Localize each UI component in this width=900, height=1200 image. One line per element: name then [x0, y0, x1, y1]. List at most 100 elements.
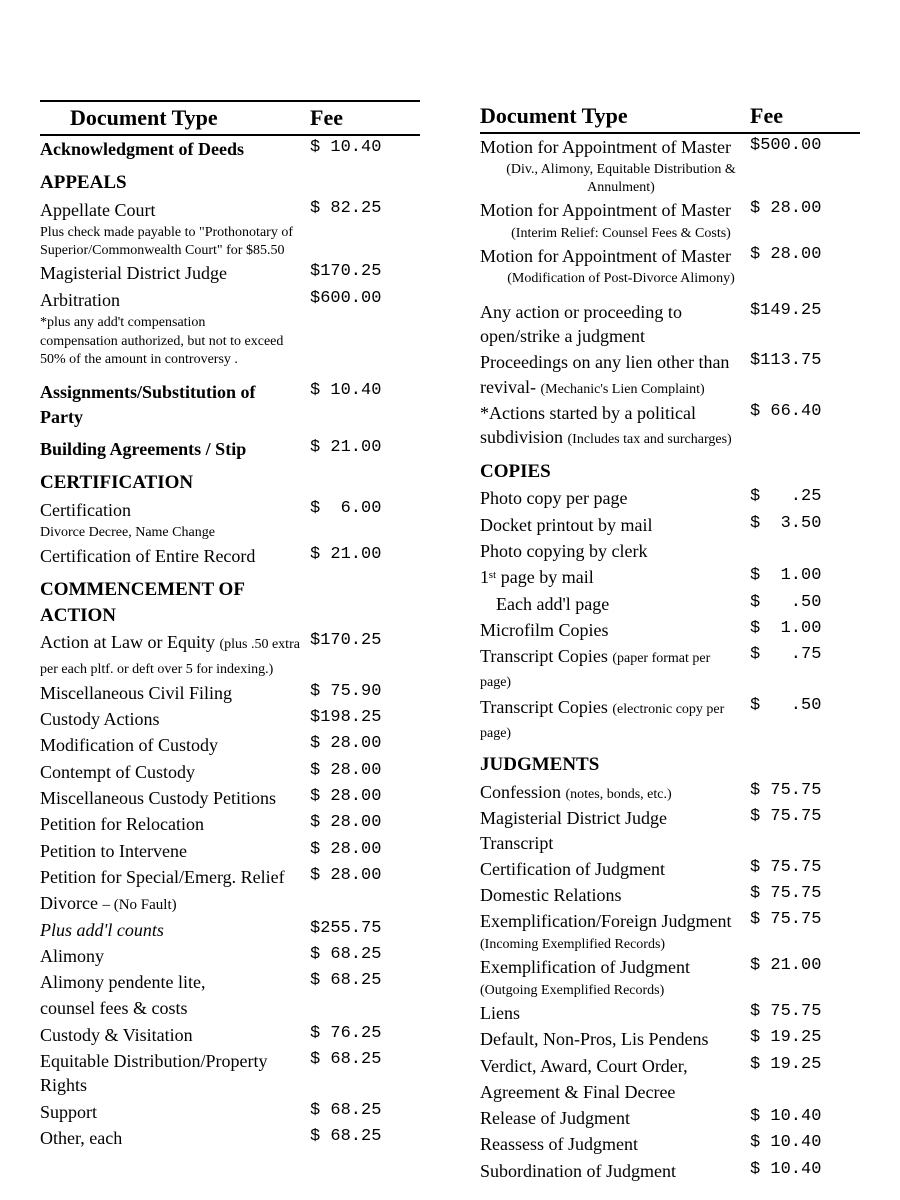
fee-row: Assignments/Substitution of Party$ 10.40: [40, 379, 420, 430]
row-fee: $ 68.25: [310, 944, 420, 967]
fee-row: Petition for Special/Emerg. Relief$ 28.0…: [40, 864, 420, 890]
fee-row: counsel fees & costs: [40, 995, 420, 1021]
fee-row: Subordination of Judgment$ 10.40: [480, 1158, 860, 1184]
row-fee: $255.75: [310, 918, 420, 941]
row-label: Default, Non-Pros, Lis Pendens: [480, 1027, 750, 1051]
row-fee: $ 75.75: [750, 1001, 860, 1024]
fee-row: (Modification of Post-Divorce Alimony): [480, 269, 860, 289]
fee-row: *Actions started by a political subdivis…: [480, 400, 860, 451]
fee-row: Release of Judgment$ 10.40: [480, 1105, 860, 1131]
row-label: Certification: [40, 498, 310, 522]
row-label: Plus add'l counts: [40, 918, 310, 942]
fee-row: COPIES: [480, 451, 860, 486]
fee-row: Custody Actions$198.25: [40, 706, 420, 732]
row-fee: $ 10.40: [750, 1159, 860, 1182]
row-fee: $ 75.75: [750, 883, 860, 906]
fee-row: Exemplification/Foreign Judgment$ 75.75: [480, 908, 860, 934]
row-fee: $ 75.90: [310, 681, 420, 704]
row-fee: $ 76.25: [310, 1023, 420, 1046]
row-label: Release of Judgment: [480, 1106, 750, 1130]
fee-row: Domestic Relations$ 75.75: [480, 882, 860, 908]
row-label: Exemplification/Foreign Judgment: [480, 909, 750, 933]
row-fee: $ 19.25: [750, 1027, 860, 1050]
fee-row: Motion for Appointment of Master$ 28.00: [480, 243, 860, 269]
row-fee: $ .75: [750, 644, 860, 667]
fee-row: Alimony$ 68.25: [40, 943, 420, 969]
row-fee: $113.75: [750, 350, 860, 373]
row-label: Magisterial District Judge Transcript: [480, 806, 750, 855]
fee-row: Miscellaneous Custody Petitions$ 28.00: [40, 785, 420, 811]
row-fee: $ 10.40: [310, 137, 420, 160]
row-fee: $ 19.25: [750, 1054, 860, 1077]
header-fee: Fee: [310, 105, 420, 131]
row-fee: $ 75.75: [750, 909, 860, 932]
row-label: (Div., Alimony, Equitable Distribution &…: [480, 161, 750, 196]
fee-row: Transcript Copies (paper format per page…: [480, 643, 860, 694]
row-fee: $ 21.00: [310, 544, 420, 567]
left-column: Document Type Fee Acknowledgment of Deed…: [40, 100, 420, 1184]
row-fee: $ 21.00: [310, 437, 420, 460]
row-label: Reassess of Judgment: [480, 1132, 750, 1156]
fee-row: Petition to Intervene$ 28.00: [40, 838, 420, 864]
row-label: Motion for Appointment of Master: [480, 198, 750, 222]
row-label: Magisterial District Judge: [40, 261, 310, 285]
fee-row: Reassess of Judgment$ 10.40: [480, 1131, 860, 1157]
row-fee: $ .25: [750, 486, 860, 509]
row-label: CERTIFICATION: [40, 470, 310, 496]
row-label: Support: [40, 1100, 310, 1124]
fee-row: Exemplification of Judgment$ 21.00: [480, 954, 860, 980]
fee-row: Photo copying by clerk: [480, 538, 860, 564]
fee-row: Divorce Decree, Name Change: [40, 523, 420, 543]
row-fee: $ 1.00: [750, 618, 860, 641]
row-label: Custody Actions: [40, 707, 310, 731]
fee-row: Certification$ 6.00: [40, 497, 420, 523]
row-fee: $198.25: [310, 707, 420, 730]
row-label: Modification of Custody: [40, 733, 310, 757]
column-header: Document Type Fee: [40, 100, 420, 136]
fee-row: Other, each$ 68.25: [40, 1125, 420, 1151]
row-label: Alimony pendente lite,: [40, 970, 310, 994]
row-label: (Incoming Exemplified Records): [480, 936, 750, 954]
row-label: *Actions started by a political subdivis…: [480, 401, 750, 450]
row-fee: $ 68.25: [310, 1126, 420, 1149]
fee-row: Confession (notes, bonds, etc.)$ 75.75: [480, 779, 860, 805]
row-fee: $ 75.75: [750, 857, 860, 880]
row-fee: $ .50: [750, 592, 860, 615]
row-fee: $149.25: [750, 300, 860, 323]
row-label: Contempt of Custody: [40, 760, 310, 784]
row-fee: $ 21.00: [750, 955, 860, 978]
row-label: JUDGMENTS: [480, 752, 750, 778]
fee-row: 1ˢᵗ page by mail$ 1.00: [480, 564, 860, 590]
row-label: Subordination of Judgment: [480, 1159, 750, 1183]
fee-row: (Div., Alimony, Equitable Distribution &…: [480, 160, 860, 197]
row-label: Certification of Entire Record: [40, 544, 310, 568]
fee-row: Plus add'l counts$255.75: [40, 917, 420, 943]
fee-row: compensation authorized, but not to exce…: [40, 332, 420, 369]
fee-row: Building Agreements / Stip$ 21.00: [40, 436, 420, 462]
row-fee: $ 10.40: [310, 380, 420, 403]
row-label: Transcript Copies (paper format per page…: [480, 644, 750, 693]
row-label: Building Agreements / Stip: [40, 437, 310, 461]
fee-row: Equitable Distribution/Property Rights$ …: [40, 1048, 420, 1099]
fee-row: Divorce – (No Fault): [40, 890, 420, 916]
row-fee: $ 28.00: [310, 812, 420, 835]
row-label: APPEALS: [40, 170, 310, 196]
left-body: Acknowledgment of Deeds$ 10.40APPEALSApp…: [40, 136, 420, 1151]
fee-row: Each add'l page$ .50: [480, 591, 860, 617]
row-label: Motion for Appointment of Master: [480, 244, 750, 268]
fee-row: Agreement & Final Decree: [480, 1079, 860, 1105]
row-fee: $600.00: [310, 288, 420, 311]
fee-row: Motion for Appointment of Master$ 28.00: [480, 197, 860, 223]
row-label: Plus check made payable to "Prothonotary…: [40, 224, 310, 259]
fee-row: Arbitration$600.00: [40, 287, 420, 313]
row-label: Petition for Special/Emerg. Relief: [40, 865, 310, 889]
row-label: Appellate Court: [40, 198, 310, 222]
row-label: counsel fees & costs: [40, 996, 310, 1020]
header-doctype: Document Type: [480, 103, 750, 129]
row-fee: $ .50: [750, 695, 860, 718]
row-label: COPIES: [480, 459, 750, 485]
row-label: Other, each: [40, 1126, 310, 1150]
row-fee: $ 68.25: [310, 1049, 420, 1072]
row-fee: $ 3.50: [750, 513, 860, 536]
row-label: 1ˢᵗ page by mail: [480, 565, 750, 589]
